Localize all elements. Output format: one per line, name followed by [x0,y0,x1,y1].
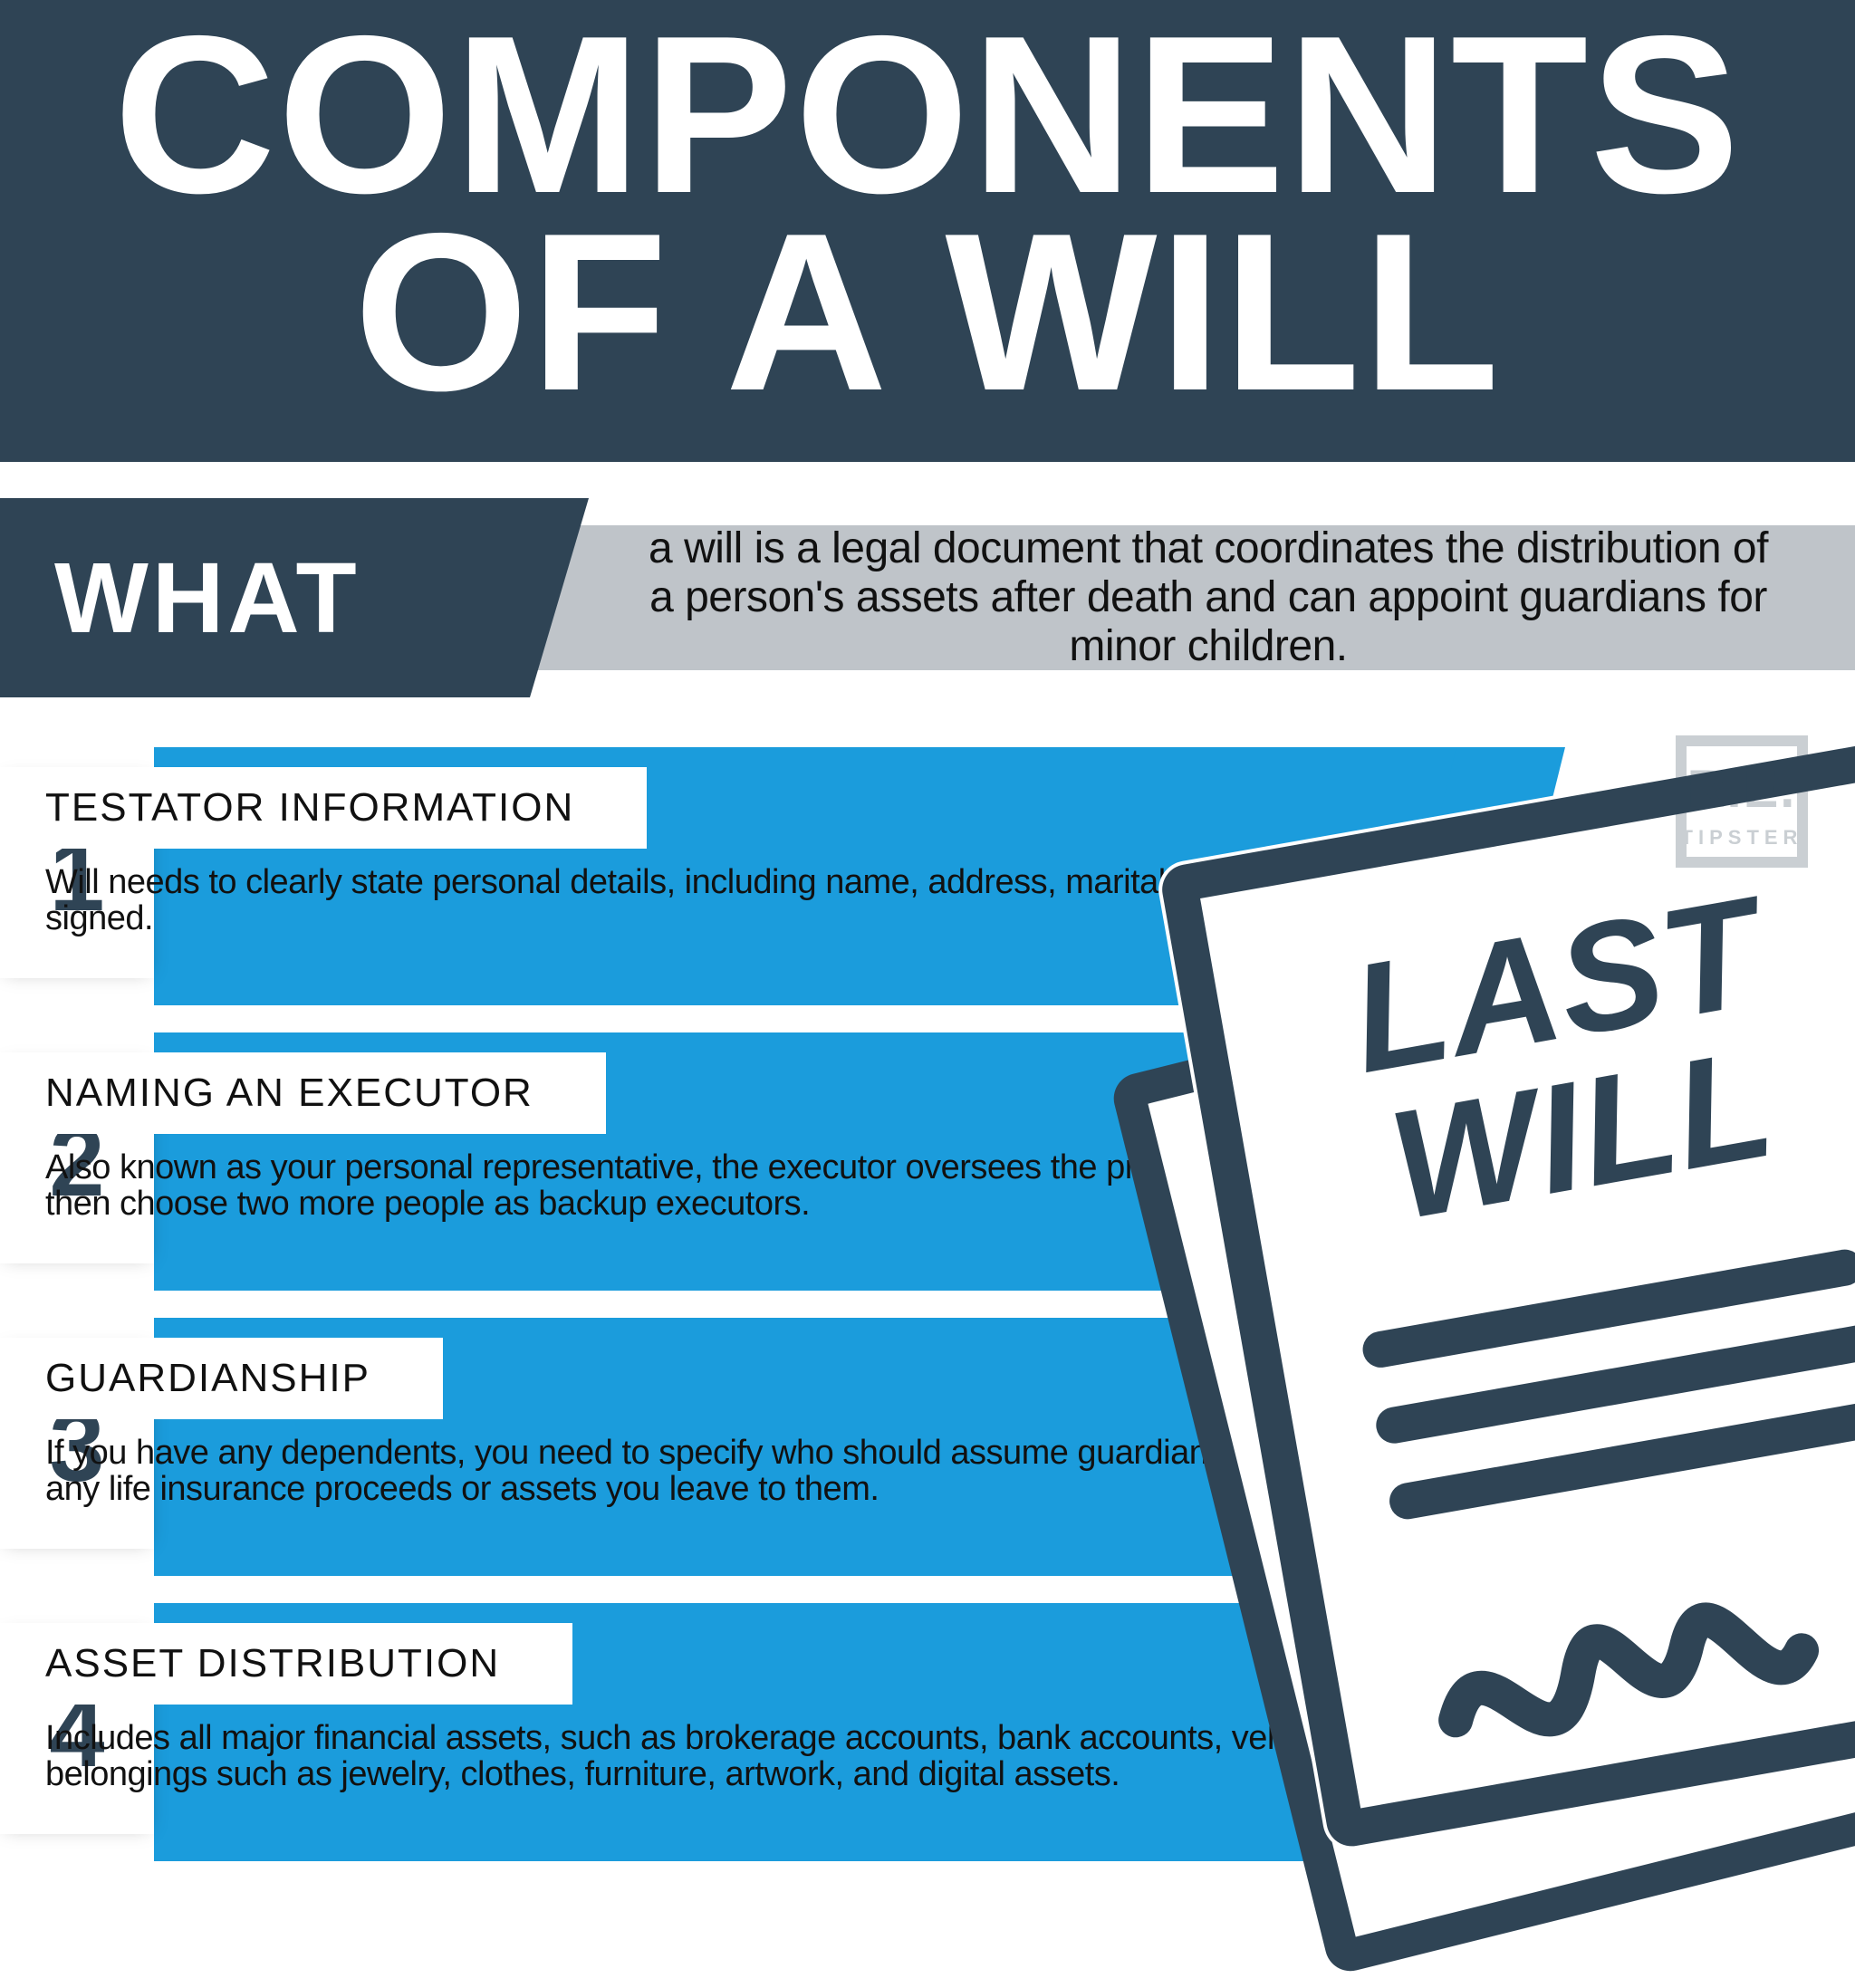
card-title: NAMING AN EXECUTOR [0,1052,606,1134]
card-title: GUARDIANSHIP [0,1338,443,1419]
card-title: TESTATOR INFORMATION [0,767,647,849]
document-title: LAST WILL [1213,853,1855,1267]
badge-line-1: R.E. [1665,759,1819,820]
what-row: WHAT a will is a legal document that coo… [0,498,1855,697]
what-label: WHAT [0,498,589,697]
re-tipster-badge: R.E. TIPSTER [1665,725,1819,879]
card-title: ASSET DISTRIBUTION [0,1623,572,1705]
last-will-document-icon: LAST WILL [1158,740,1855,1850]
title-banner: COMPONENTS OF A WILL [0,0,1855,462]
signature-icon [1415,1529,1828,1766]
badge-line-2: TIPSTER [1665,826,1819,850]
title-line-1: COMPONENTS [36,15,1819,213]
title-line-2: OF A WILL [36,213,1819,410]
what-description: a will is a legal document that coordina… [634,525,1783,670]
